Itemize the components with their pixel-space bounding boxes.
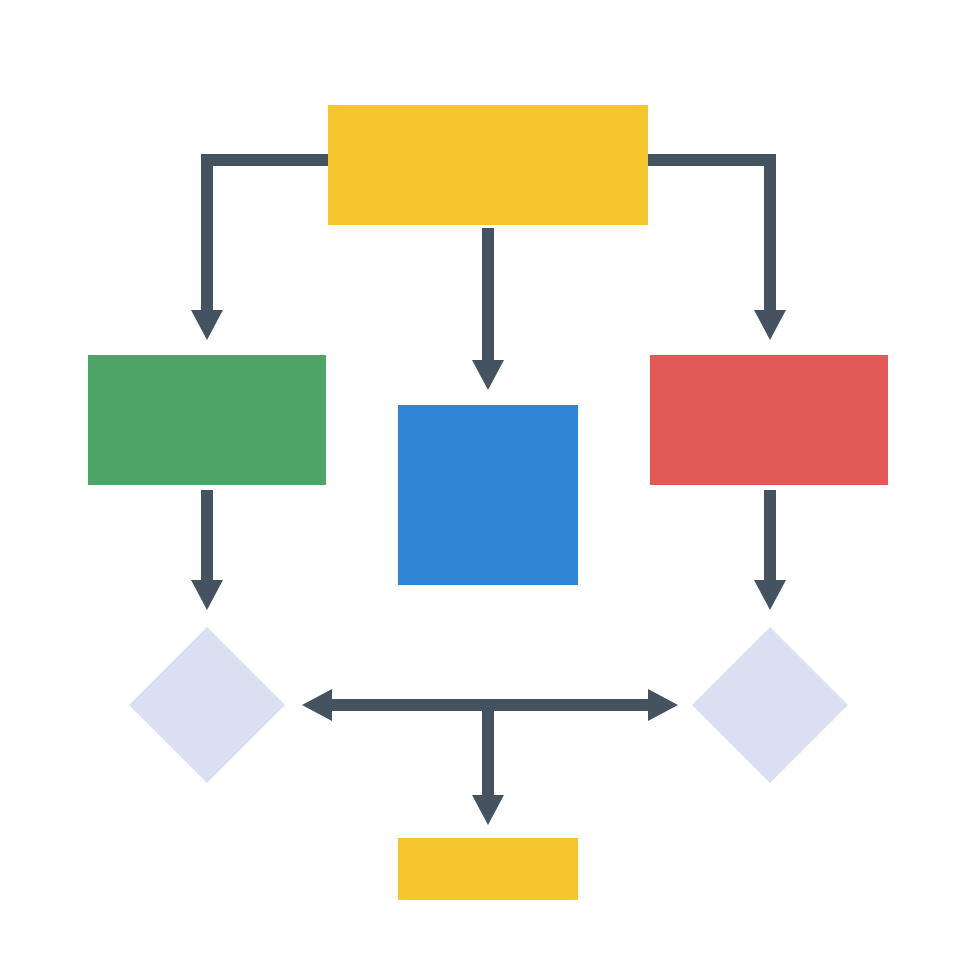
edge-hub: [302, 689, 678, 825]
edge-left-to-diamond: [191, 490, 223, 610]
node-right: [650, 355, 888, 485]
node-center: [398, 405, 578, 585]
node-diamond-l: [129, 627, 285, 783]
node-left: [88, 355, 326, 485]
flowchart-diagram: [0, 0, 980, 980]
edge-top-to-center: [472, 228, 504, 390]
node-diamond-r: [692, 627, 848, 783]
node-top: [328, 105, 648, 225]
node-bottom: [398, 838, 578, 900]
edge-right-to-diamond: [754, 490, 786, 610]
